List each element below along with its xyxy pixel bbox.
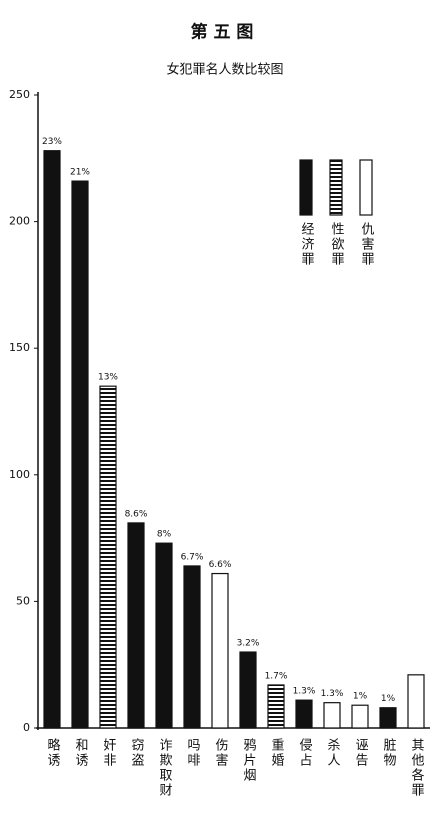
legend-swatch bbox=[299, 159, 313, 216]
x-tick-label: 诬告 bbox=[353, 738, 369, 768]
bar bbox=[323, 702, 341, 729]
value-label: 6.7% bbox=[181, 552, 204, 562]
value-label: 23% bbox=[42, 137, 62, 147]
bar bbox=[351, 704, 369, 729]
chart-title: 第 五 图 bbox=[191, 22, 254, 43]
y-tick-label: 50 bbox=[16, 594, 30, 607]
bar bbox=[407, 674, 425, 729]
x-tick-label: 和诱 bbox=[73, 738, 89, 768]
x-tick-label: 鸦片烟 bbox=[241, 737, 257, 783]
y-tick-label: 100 bbox=[9, 468, 30, 481]
legend-label: 仇害罪 bbox=[359, 222, 375, 267]
bar bbox=[183, 565, 201, 729]
x-tick-label: 伤害 bbox=[213, 738, 229, 768]
value-label: 1% bbox=[381, 694, 396, 704]
chart-subtitle: 女犯罪名人数比较图 bbox=[166, 62, 283, 78]
x-tick-label: 吗啡 bbox=[185, 738, 201, 768]
bar bbox=[71, 180, 89, 729]
y-tick-label: 200 bbox=[9, 215, 30, 228]
legend-label: 性欲罪 bbox=[329, 222, 345, 267]
x-tick-label: 杀人 bbox=[325, 738, 341, 768]
bar bbox=[211, 572, 229, 729]
x-tick-label: 脏物 bbox=[381, 738, 397, 768]
x-tick-label: 奸非 bbox=[101, 738, 117, 768]
value-label: 8.6% bbox=[125, 509, 148, 519]
x-tick-label: 重婚 bbox=[269, 737, 285, 768]
bar bbox=[267, 684, 285, 729]
legend-swatch bbox=[329, 159, 343, 216]
legend-label: 经济罪 bbox=[299, 222, 315, 267]
legend-swatch bbox=[359, 159, 373, 216]
value-label: 8% bbox=[157, 530, 172, 540]
bar bbox=[155, 542, 173, 729]
value-label: 1% bbox=[353, 692, 368, 702]
value-label: 3.2% bbox=[237, 639, 260, 649]
value-label: 21% bbox=[70, 168, 90, 178]
bar bbox=[239, 651, 257, 729]
x-tick-label: 窃盗 bbox=[129, 737, 145, 768]
y-tick-label: 250 bbox=[9, 88, 30, 101]
x-tick-label: 略诱 bbox=[45, 737, 61, 768]
y-tick-label: 0 bbox=[23, 721, 30, 734]
value-label: 1.3% bbox=[321, 689, 344, 699]
bar bbox=[379, 707, 397, 729]
value-label: 13% bbox=[98, 373, 118, 383]
x-tick-label: 其他各罪 bbox=[409, 738, 425, 798]
value-label: 1.3% bbox=[293, 687, 316, 697]
bar bbox=[99, 385, 117, 729]
y-tick-label: 150 bbox=[9, 341, 30, 354]
value-label: 1.7% bbox=[265, 671, 288, 681]
value-label: 6.6% bbox=[209, 560, 232, 570]
bar bbox=[295, 699, 313, 729]
bar bbox=[127, 522, 145, 729]
x-tick-label: 侵占 bbox=[297, 737, 313, 768]
bar bbox=[43, 150, 61, 729]
x-tick-label: 诈欺取财 bbox=[157, 738, 173, 798]
